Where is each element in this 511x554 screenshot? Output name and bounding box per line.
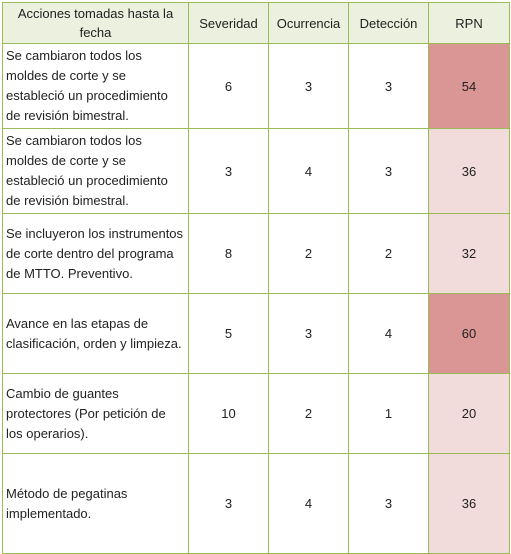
header-rpn: RPN	[428, 2, 510, 44]
severidad-cell: 6	[188, 43, 269, 129]
action-cell: Se cambiaron todos los moldes de corte y…	[2, 128, 189, 214]
rpn-cell: 54	[428, 43, 510, 129]
table-row: Se cambiaron todos los moldes de corte y…	[2, 128, 510, 214]
ocurrencia-cell: 3	[268, 43, 349, 129]
header-deteccion: Detección	[348, 2, 429, 44]
action-cell: Cambio de guantes protectores (Por petic…	[2, 373, 189, 454]
table-row: Avance en las etapas de clasificación, o…	[2, 293, 510, 374]
table-row: Se incluyeron los instrumentos de corte …	[2, 213, 510, 294]
action-cell: Avance en las etapas de clasificación, o…	[2, 293, 189, 374]
severidad-cell: 10	[188, 373, 269, 454]
action-cell: Se incluyeron los instrumentos de corte …	[2, 213, 189, 294]
table-row: Cambio de guantes protectores (Por petic…	[2, 373, 510, 454]
rpn-cell: 60	[428, 293, 510, 374]
rpn-cell: 36	[428, 453, 510, 554]
ocurrencia-cell: 2	[268, 373, 349, 454]
ocurrencia-cell: 4	[268, 453, 349, 554]
deteccion-cell: 3	[348, 128, 429, 214]
severidad-cell: 8	[188, 213, 269, 294]
table-row: Método de pegatinas implementado. 3 4 3 …	[2, 453, 510, 554]
ocurrencia-cell: 4	[268, 128, 349, 214]
table-row: Se cambiaron todos los moldes de corte y…	[2, 43, 510, 129]
severidad-cell: 5	[188, 293, 269, 374]
header-severidad: Severidad	[188, 2, 269, 44]
header-actions: Acciones tomadas hasta la fecha	[2, 2, 189, 44]
deteccion-cell: 3	[348, 453, 429, 554]
header-row: Acciones tomadas hasta la fecha Severida…	[2, 2, 510, 44]
deteccion-cell: 4	[348, 293, 429, 374]
rpn-cell: 36	[428, 128, 510, 214]
deteccion-cell: 1	[348, 373, 429, 454]
ocurrencia-cell: 2	[268, 213, 349, 294]
deteccion-cell: 2	[348, 213, 429, 294]
deteccion-cell: 3	[348, 43, 429, 129]
header-ocurrencia: Ocurrencia	[268, 2, 349, 44]
rpn-cell: 20	[428, 373, 510, 454]
action-cell: Se cambiaron todos los moldes de corte y…	[2, 43, 189, 129]
action-cell: Método de pegatinas implementado.	[2, 453, 189, 554]
severidad-cell: 3	[188, 128, 269, 214]
rpn-cell: 32	[428, 213, 510, 294]
severidad-cell: 3	[188, 453, 269, 554]
ocurrencia-cell: 3	[268, 293, 349, 374]
